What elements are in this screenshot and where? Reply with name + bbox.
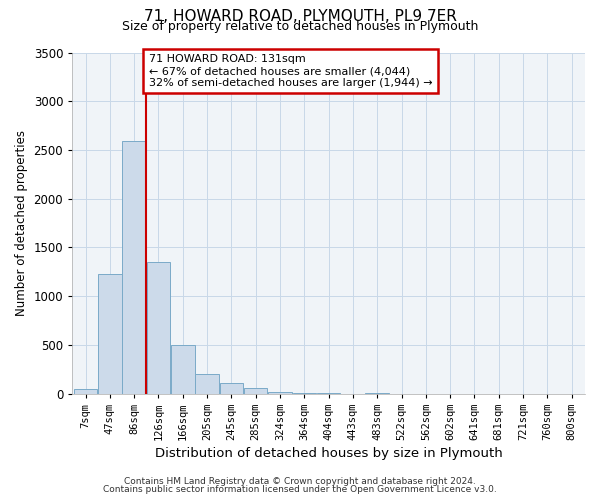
Text: Contains HM Land Registry data © Crown copyright and database right 2024.: Contains HM Land Registry data © Crown c… [124,477,476,486]
Bar [171,345,194,394]
Text: 71 HOWARD ROAD: 131sqm
← 67% of detached houses are smaller (4,044)
32% of semi-: 71 HOWARD ROAD: 131sqm ← 67% of detached… [149,54,433,88]
Bar [98,274,122,394]
Bar [220,383,243,394]
Bar [196,374,219,394]
Bar [244,388,268,394]
X-axis label: Distribution of detached houses by size in Plymouth: Distribution of detached houses by size … [155,447,502,460]
Text: Contains public sector information licensed under the Open Government Licence v3: Contains public sector information licen… [103,485,497,494]
Bar [146,262,170,394]
Text: 71, HOWARD ROAD, PLYMOUTH, PL9 7ER: 71, HOWARD ROAD, PLYMOUTH, PL9 7ER [143,9,457,24]
Bar [122,141,146,394]
Bar [74,388,97,394]
Bar [268,392,292,394]
Y-axis label: Number of detached properties: Number of detached properties [15,130,28,316]
Text: Size of property relative to detached houses in Plymouth: Size of property relative to detached ho… [122,20,478,33]
